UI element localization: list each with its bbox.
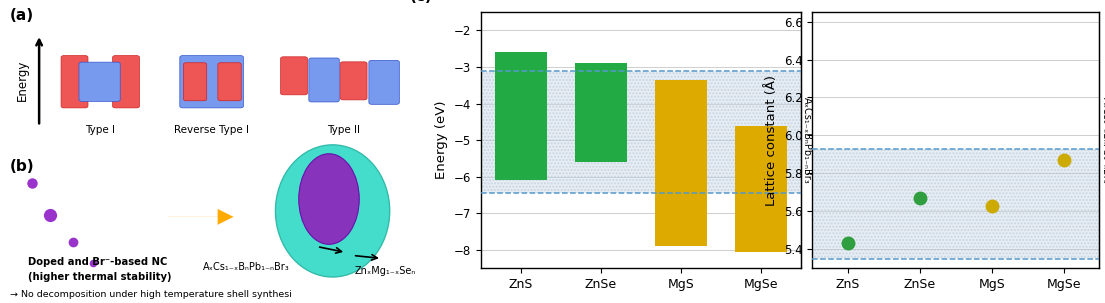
- Text: (higher thermal stability): (higher thermal stability): [28, 272, 171, 282]
- Text: ZnₓMg₁₋ₓSeₙ: ZnₓMg₁₋ₓSeₙ: [355, 266, 417, 276]
- FancyBboxPatch shape: [183, 63, 207, 101]
- Text: → No decomposition under high temperature shell synthesi: → No decomposition under high temperatur…: [10, 289, 292, 298]
- Y-axis label: AₓCs₁₋ₓBₙPb₁₋ₙBr₃: AₓCs₁₋ₓBₙPb₁₋ₙBr₃: [1101, 97, 1105, 184]
- FancyBboxPatch shape: [61, 56, 88, 108]
- Y-axis label: Lattice constant (Å): Lattice constant (Å): [765, 75, 778, 206]
- Bar: [495, 52, 547, 180]
- Text: Type II: Type II: [327, 125, 360, 135]
- Text: (c): (c): [410, 0, 433, 5]
- Y-axis label: Energy (eV): Energy (eV): [435, 101, 448, 179]
- FancyBboxPatch shape: [369, 60, 399, 104]
- Text: (a): (a): [10, 8, 34, 22]
- Text: Energy: Energy: [17, 60, 29, 101]
- Bar: [575, 63, 627, 162]
- Ellipse shape: [275, 145, 390, 277]
- Text: Reverse Type I: Reverse Type I: [175, 125, 249, 135]
- FancyBboxPatch shape: [113, 56, 139, 108]
- FancyBboxPatch shape: [281, 57, 307, 95]
- Text: (b): (b): [10, 159, 34, 174]
- Text: Doped and Br⁻-based NC: Doped and Br⁻-based NC: [28, 257, 167, 267]
- Text: Type I: Type I: [85, 125, 115, 135]
- Y-axis label: AₓCs₁₋ₓBₙPb₁₋ₙBr₃: AₓCs₁₋ₓBₙPb₁₋ₙBr₃: [802, 97, 812, 184]
- FancyBboxPatch shape: [308, 58, 339, 102]
- Bar: [735, 125, 787, 252]
- FancyBboxPatch shape: [180, 56, 243, 108]
- FancyBboxPatch shape: [218, 63, 241, 101]
- FancyBboxPatch shape: [78, 62, 120, 101]
- Bar: [812, 149, 1099, 259]
- Bar: [655, 80, 707, 246]
- Ellipse shape: [298, 154, 359, 244]
- FancyBboxPatch shape: [340, 62, 367, 100]
- Bar: [481, 71, 801, 193]
- Text: AₓCs₁₋ₓBₙPb₁₋ₙBr₃: AₓCs₁₋ₓBₙPb₁₋ₙBr₃: [202, 262, 290, 272]
